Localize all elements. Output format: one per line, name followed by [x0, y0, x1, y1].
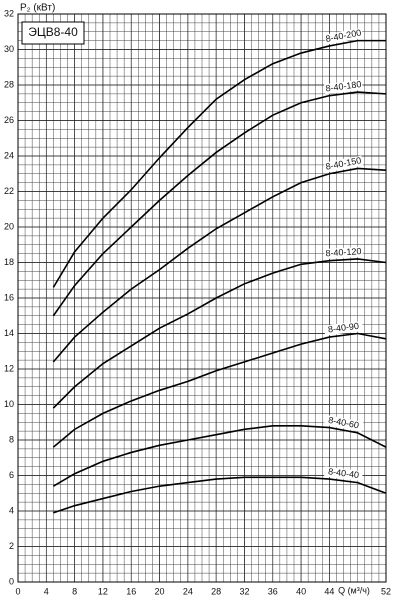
- x-tick-label: 28: [211, 586, 221, 596]
- curve: [53, 476, 387, 514]
- series-label-bg: [323, 27, 364, 45]
- title-box: [21, 21, 85, 45]
- series-label: 8-40-40: [328, 466, 360, 480]
- y-tick-label: 12: [4, 363, 14, 373]
- curve: [52, 167, 387, 363]
- y-tick-label: 30: [4, 44, 14, 54]
- series-label: 8-40-90: [327, 321, 359, 335]
- x-tick-label: 4: [44, 586, 49, 596]
- y-tick-label: 26: [4, 115, 14, 125]
- x-tick-label: 40: [296, 586, 306, 596]
- x-axis-label: Q (м³/ч): [338, 585, 370, 595]
- y-tick-label: 0: [9, 576, 14, 586]
- chart-title: ЭЦВ8-40: [28, 25, 78, 39]
- y-tick-label: 18: [4, 257, 14, 267]
- y-axis-label: P₂ (кВт): [20, 3, 55, 14]
- series-label-bg: [324, 320, 364, 336]
- x-tick-label: 24: [183, 586, 193, 596]
- x-tick-label: 12: [98, 586, 108, 596]
- y-tick-label: 24: [4, 150, 14, 160]
- curve: [52, 425, 387, 487]
- x-tick-label: 20: [155, 586, 165, 596]
- grid: [17, 13, 387, 583]
- series-label: 8-40-120: [325, 246, 362, 258]
- series-label-bg: [323, 414, 364, 432]
- y-tick-label: 10: [4, 399, 14, 409]
- curve: [52, 91, 387, 317]
- y-tick-label: 32: [4, 8, 14, 18]
- series-label: 8-40-180: [325, 79, 362, 93]
- x-tick-label: 0: [15, 586, 20, 596]
- y-tick-label: 22: [4, 186, 14, 196]
- y-tick-label: 16: [4, 292, 14, 302]
- curve: [52, 332, 387, 448]
- x-tick-label: 52: [381, 586, 391, 596]
- y-tick-label: 14: [4, 328, 14, 338]
- curve: [52, 39, 386, 288]
- y-tick-label: 6: [9, 470, 14, 480]
- x-tick-label: 36: [268, 586, 278, 596]
- x-tick-label: 44: [324, 586, 334, 596]
- y-tick-label: 4: [9, 505, 14, 515]
- x-tick-label: 32: [239, 586, 249, 596]
- series-label-bg: [324, 79, 364, 95]
- y-tick-label: 2: [9, 541, 14, 551]
- x-tick-label: 8: [72, 586, 77, 596]
- series-label-bg: [323, 155, 364, 173]
- y-tick-label: 28: [4, 79, 14, 89]
- plot-frame: [17, 13, 387, 583]
- y-tick-label: 8: [9, 434, 14, 444]
- x-tick-label: 16: [126, 586, 136, 596]
- curve: [52, 258, 387, 409]
- series-label-bg: [324, 246, 363, 260]
- series-label-bg: [324, 466, 364, 482]
- y-tick-label: 20: [4, 221, 14, 231]
